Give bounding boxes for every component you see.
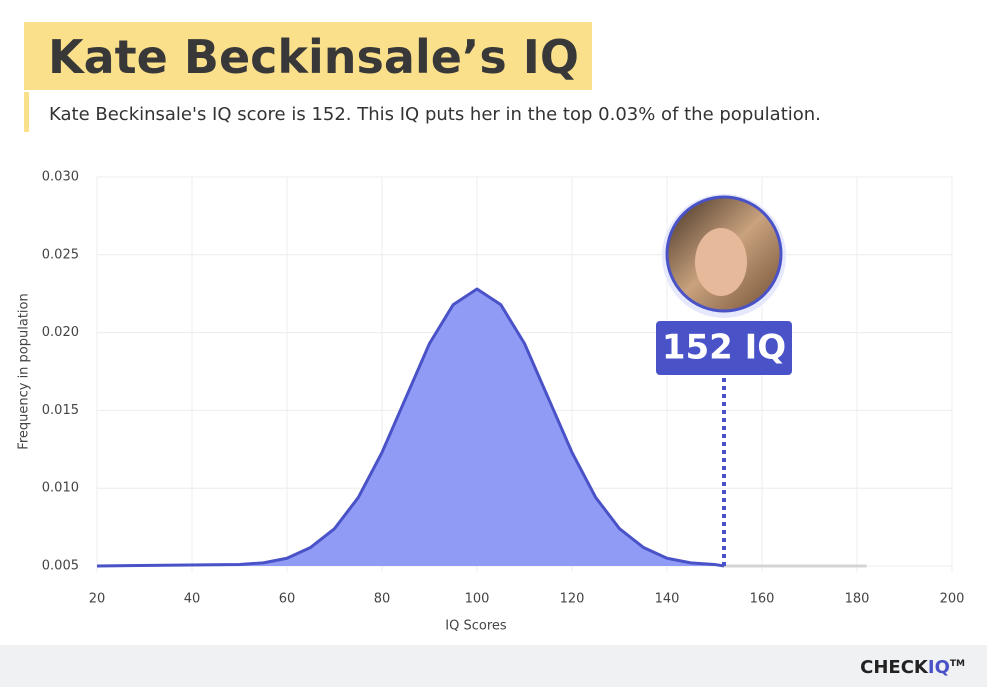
title-box: Kate Beckinsale’s IQ [24, 22, 592, 90]
y-tick-label: 0.015 [42, 403, 79, 418]
marker-label: 152 IQ [662, 328, 786, 368]
x-tick-label: 100 [465, 592, 490, 607]
y-tick-label: 0.010 [42, 481, 79, 496]
photo-border [665, 195, 783, 313]
x-tick-label: 160 [750, 592, 775, 607]
subtitle: Kate Beckinsale's IQ score is 152. This … [49, 104, 821, 125]
trademark: TM [949, 659, 965, 669]
curve-line [96, 287, 725, 568]
x-tick-label: 80 [374, 592, 391, 607]
x-tick-label: 60 [279, 592, 296, 607]
x-tick-label: 180 [845, 592, 870, 607]
y-tick-label: 0.005 [42, 559, 79, 574]
curve-fill [97, 289, 724, 566]
x-tick-label: 200 [940, 592, 965, 607]
subtitle-box: Kate Beckinsale's IQ score is 152. This … [24, 92, 821, 132]
photo-face [695, 228, 747, 296]
photo [668, 198, 780, 310]
y-tick-label: 0.020 [42, 325, 79, 340]
title: Kate Beckinsale’s IQ [48, 30, 579, 84]
brand-main: CHECK [860, 657, 928, 678]
x-axis-label: IQ Scores [445, 619, 507, 634]
x-tick-label: 140 [655, 592, 680, 607]
brand-accent: IQ [927, 657, 950, 678]
y-tick-label: 0.025 [42, 247, 79, 262]
x-tick-label: 40 [184, 592, 201, 607]
chart: 0.005 0.010 0.015 0.020 0.025 0.030 20 40 60 80 10… [17, 170, 965, 634]
y-axis-label: Frequency in population [17, 293, 32, 449]
x-tick-label: 20 [89, 592, 106, 607]
marker-label-box [656, 321, 792, 375]
footer: CHECKIQTM [0, 645, 987, 687]
y-tick-label: 0.030 [42, 170, 79, 185]
brand: CHECKIQTM [860, 657, 965, 678]
x-tick-label: 120 [560, 592, 585, 607]
